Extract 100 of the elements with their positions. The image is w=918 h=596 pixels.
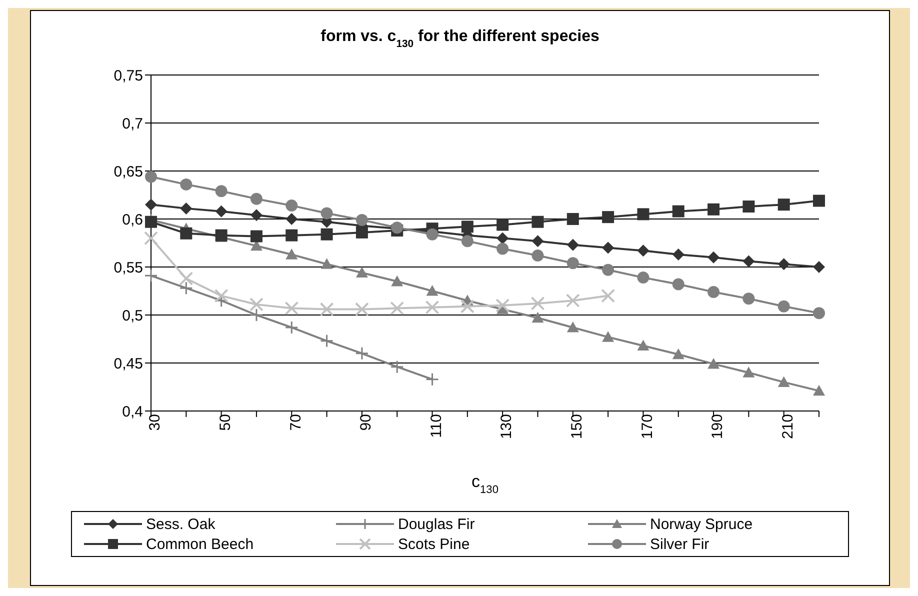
point [637,208,650,220]
point [532,216,544,228]
x-tick-label: 130 [498,414,516,440]
point [602,264,614,276]
point [461,220,474,233]
point [320,228,333,240]
point [672,278,684,290]
point [180,202,192,214]
point [496,298,510,312]
point [356,226,368,238]
point [354,302,369,316]
point [742,255,755,268]
point [250,192,262,205]
x-tick-label: 70 [287,414,304,431]
x-tick-label: 190 [709,414,726,440]
point [284,320,298,334]
y-tick-label: 0,6 [122,211,143,228]
point [672,205,684,218]
point [215,205,228,218]
point [284,301,299,316]
point [355,346,369,360]
point [320,258,333,269]
point [356,266,368,278]
point [391,275,404,286]
point [426,228,438,240]
legend-label: Sess. Oak [146,516,216,532]
point [286,229,298,242]
point [180,227,192,240]
chart-title: form vs. c$_{130}$ for the different species [320,28,600,50]
point [566,213,579,225]
point [390,301,404,316]
legend-label: Common Beech [146,536,254,552]
point [532,249,544,262]
point [708,286,720,298]
point [145,216,157,228]
point [778,376,790,387]
y-tick-label: 0,7 [122,115,143,132]
point [426,285,438,296]
point [532,235,544,248]
point [566,257,579,270]
legend-label: Silver Fir [650,536,710,552]
point [602,211,614,224]
y-tick-label: 0,5 [122,307,143,324]
point [566,321,579,332]
x-tick-label: 110 [428,414,445,438]
point [180,178,192,190]
point [672,248,684,261]
point [249,297,264,312]
point [813,307,825,320]
point [425,300,440,314]
point [742,366,755,378]
point [215,185,228,198]
x-axis-title: c$_{130}$ [472,472,498,496]
point [778,300,790,312]
point [637,272,650,284]
y-tick-label: 0,65 [114,163,143,180]
point [179,281,193,295]
point [461,235,474,248]
point [496,218,509,231]
point [708,203,720,216]
legend-label: Douglas Fir [398,516,475,532]
point [566,238,579,251]
point [286,200,298,212]
x-tick-label: 90 [358,414,375,431]
point [778,258,790,270]
x-tick-label: 210 [779,414,796,440]
point [602,242,614,254]
point [601,288,616,303]
legend-label: Scots Pine [398,536,470,552]
x-tick-label: 150 [568,414,586,440]
point [320,334,334,348]
point [530,296,545,310]
point [742,292,755,305]
y-tick-label: 0,75 [114,67,143,84]
point [144,268,158,282]
point [145,198,157,211]
point [250,230,262,242]
point [426,372,440,386]
y-tick-label: 0,4 [122,403,143,420]
point [390,360,404,374]
point [708,251,720,264]
point [532,312,544,323]
point [637,340,650,351]
point [602,331,614,342]
point [742,200,755,213]
point [672,348,684,360]
y-tick-label: 0,55 [114,259,143,276]
point [566,294,580,308]
point [179,272,194,286]
point [250,209,262,222]
x-tick-label: 50 [216,414,234,431]
point [813,384,825,396]
x-tick-label: 170 [638,414,656,440]
point [286,248,298,260]
point [708,358,720,369]
point [214,288,228,303]
point [813,261,825,273]
point [145,170,157,183]
point [460,299,474,314]
point [637,244,650,257]
